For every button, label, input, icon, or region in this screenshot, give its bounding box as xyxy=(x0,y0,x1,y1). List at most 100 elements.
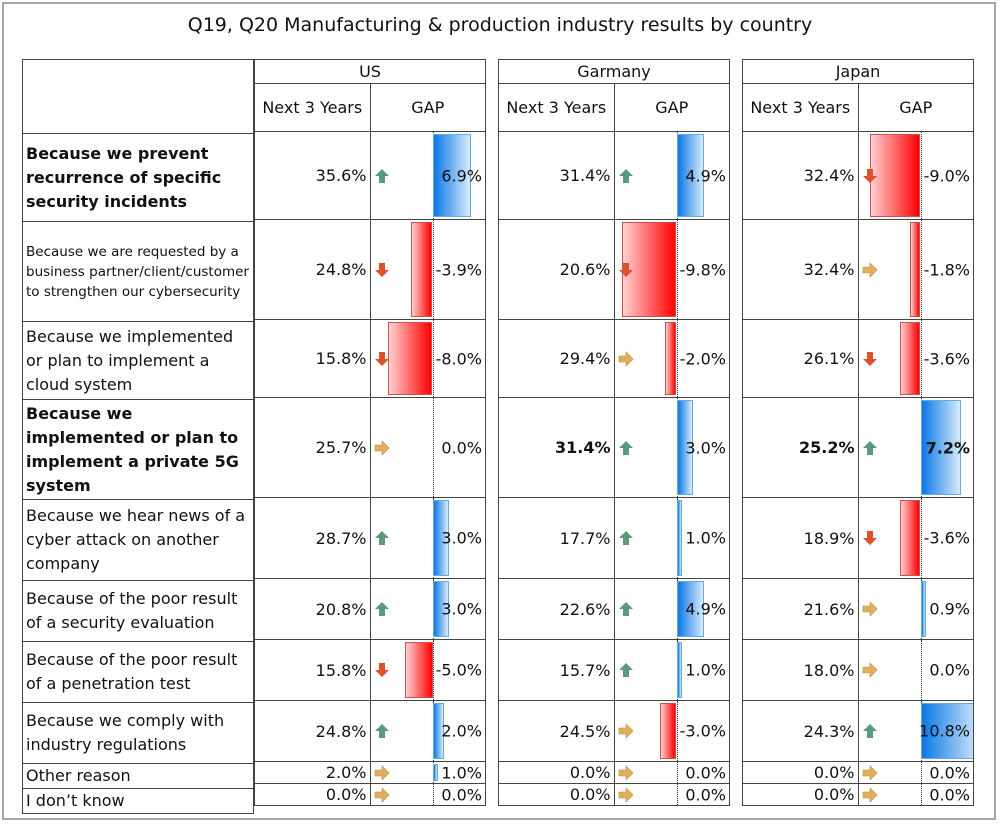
country-header: Garmany xyxy=(498,59,730,84)
next-3-years-value: 26.1% xyxy=(742,319,859,398)
gap-bar-negative xyxy=(910,222,921,317)
gap-value: 3.0% xyxy=(441,599,482,619)
next-3-years-value: 24.3% xyxy=(742,700,859,762)
gap-value: 0.0% xyxy=(685,763,726,782)
arrow-down-icon xyxy=(862,351,878,367)
gap-bar-positive xyxy=(432,764,439,781)
gap-value: -2.0% xyxy=(679,349,726,368)
gap-bar-positive xyxy=(432,581,450,637)
gap-cell: -2.0% xyxy=(613,319,730,398)
row-label: Other reason xyxy=(22,763,254,789)
gap-cell: -9.0% xyxy=(857,131,974,220)
gap-value: 3.0% xyxy=(685,438,726,457)
arrow-right-icon xyxy=(862,601,878,617)
column-header-next-3-years: Next 3 Years xyxy=(742,83,859,132)
gap-bar-negative xyxy=(870,134,921,217)
gap-cell: 1.0% xyxy=(369,761,486,784)
column-header-gap: GAP xyxy=(369,83,486,132)
column-header-gap: GAP xyxy=(613,83,730,132)
gap-bar-positive xyxy=(676,581,704,637)
gap-zero-axis xyxy=(676,701,678,761)
gap-value: -3.9% xyxy=(435,260,482,279)
next-3-years-value: 20.6% xyxy=(498,219,615,320)
arrow-up-icon xyxy=(374,168,390,184)
column-header-gap: GAP xyxy=(857,83,974,132)
arrow-up-icon xyxy=(374,723,390,739)
gap-cell: 2.0% xyxy=(369,700,486,762)
row-label: Because we are requested by a business p… xyxy=(22,221,254,322)
gap-cell: 0.0% xyxy=(857,761,974,784)
gap-bar-negative xyxy=(900,500,921,576)
gap-bar-negative xyxy=(900,322,921,395)
arrow-up-icon xyxy=(862,440,878,456)
gap-zero-axis xyxy=(676,220,678,319)
gap-value: 0.0% xyxy=(441,785,482,804)
gap-value: 7.2% xyxy=(925,438,970,457)
next-3-years-value: 22.6% xyxy=(498,578,615,640)
arrow-right-icon xyxy=(862,786,878,803)
gap-cell: -3.6% xyxy=(857,319,974,398)
country-header: US xyxy=(254,59,486,84)
gap-zero-axis xyxy=(432,320,434,397)
next-3-years-value: 0.0% xyxy=(254,783,371,806)
arrow-right-icon xyxy=(374,764,390,781)
gap-bar-positive xyxy=(920,703,973,759)
gap-value: 1.0% xyxy=(685,528,726,548)
gap-cell: -3.6% xyxy=(857,497,974,579)
gap-cell: -9.8% xyxy=(613,219,730,320)
gap-zero-axis xyxy=(676,320,678,397)
arrow-up-icon xyxy=(618,662,634,678)
gap-bar-positive xyxy=(920,400,961,495)
gap-bar-negative xyxy=(410,222,433,317)
gap-cell: 3.0% xyxy=(369,497,486,579)
gap-value: 1.0% xyxy=(685,660,726,680)
arrow-right-icon xyxy=(374,439,390,456)
row-label: Because we prevent recurrence of specifi… xyxy=(22,133,254,222)
row-label: I don’t know xyxy=(22,788,254,814)
gap-value: 2.0% xyxy=(441,721,482,741)
next-3-years-value: 18.0% xyxy=(742,639,859,701)
arrow-up-icon xyxy=(374,530,390,546)
arrow-up-icon xyxy=(618,530,634,546)
next-3-years-value: 0.0% xyxy=(742,783,859,806)
arrow-up-icon xyxy=(618,440,634,456)
arrow-down-icon xyxy=(862,530,878,546)
arrow-down-icon xyxy=(374,262,390,278)
gap-value: -3.6% xyxy=(923,528,970,548)
arrow-right-icon xyxy=(618,350,634,367)
arrow-down-icon xyxy=(618,262,634,278)
country-header: Japan xyxy=(742,59,974,84)
gap-value: 0.0% xyxy=(929,785,970,804)
gap-bar-positive xyxy=(432,134,472,217)
gap-zero-axis xyxy=(920,784,922,805)
gap-zero-axis xyxy=(920,220,922,319)
gap-cell: -5.0% xyxy=(369,639,486,701)
gap-value: 1.0% xyxy=(441,763,482,782)
gap-zero-axis xyxy=(432,784,434,805)
arrow-down-icon xyxy=(374,662,390,678)
next-3-years-value: 32.4% xyxy=(742,219,859,320)
gap-value: -9.8% xyxy=(679,260,726,279)
gap-zero-axis xyxy=(676,784,678,805)
gap-value: 0.0% xyxy=(441,438,482,457)
next-3-years-value: 24.5% xyxy=(498,700,615,762)
gap-cell: 4.9% xyxy=(613,578,730,640)
next-3-years-value: 24.8% xyxy=(254,219,371,320)
next-3-years-value: 32.4% xyxy=(742,131,859,220)
gap-bar-positive xyxy=(432,500,450,576)
next-3-years-value: 17.7% xyxy=(498,497,615,579)
arrow-right-icon xyxy=(862,261,878,278)
next-3-years-value: 0.0% xyxy=(498,783,615,806)
gap-cell: 0.0% xyxy=(857,783,974,806)
gap-cell: 0.0% xyxy=(613,761,730,784)
gap-cell: 0.0% xyxy=(369,397,486,498)
row-label: Because we implemented or plan to implem… xyxy=(22,399,254,500)
gap-cell: 3.0% xyxy=(613,397,730,498)
row-labels-table: Because we prevent recurrence of specifi… xyxy=(22,59,254,814)
next-3-years-value: 24.8% xyxy=(254,700,371,762)
arrow-up-icon xyxy=(862,723,878,739)
row-label: Because of the poor result of a security… xyxy=(22,580,254,642)
next-3-years-value: 31.4% xyxy=(498,397,615,498)
gap-cell: 0.9% xyxy=(857,578,974,640)
arrow-right-icon xyxy=(862,662,878,678)
